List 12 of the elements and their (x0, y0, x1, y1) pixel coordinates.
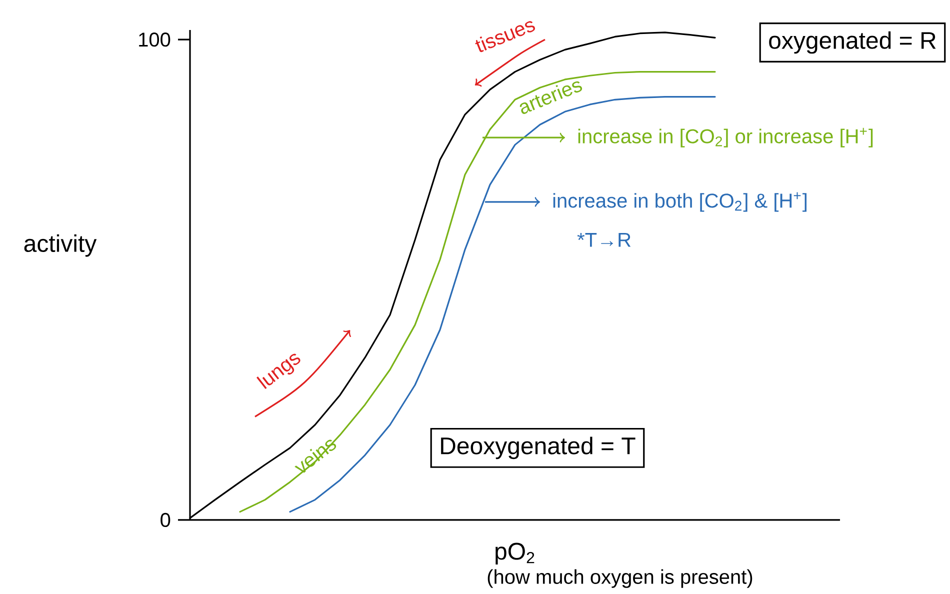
x-axis-title: pO$_{2}$ (496, 542, 534, 565)
annotation: arteries (520, 81, 582, 114)
y-axis-title: activity (24, 234, 97, 257)
text: (how much oxygen is present) (488, 569, 752, 588)
text: oxygenated = R (769, 31, 936, 54)
annotation: increase in [CO$_{2}$] or increase [H$^{+}$] (578, 128, 873, 148)
y-tick-label: 100 (139, 32, 170, 47)
annotation: *T→R (577, 233, 631, 247)
annotation: increase in both [CO$_{2}$] & [H$^{+}$] (553, 192, 806, 212)
y-tick-label: 0 (160, 512, 170, 528)
annotation: tissues (475, 21, 535, 52)
annotation: Deoxygenated = T (441, 436, 636, 460)
